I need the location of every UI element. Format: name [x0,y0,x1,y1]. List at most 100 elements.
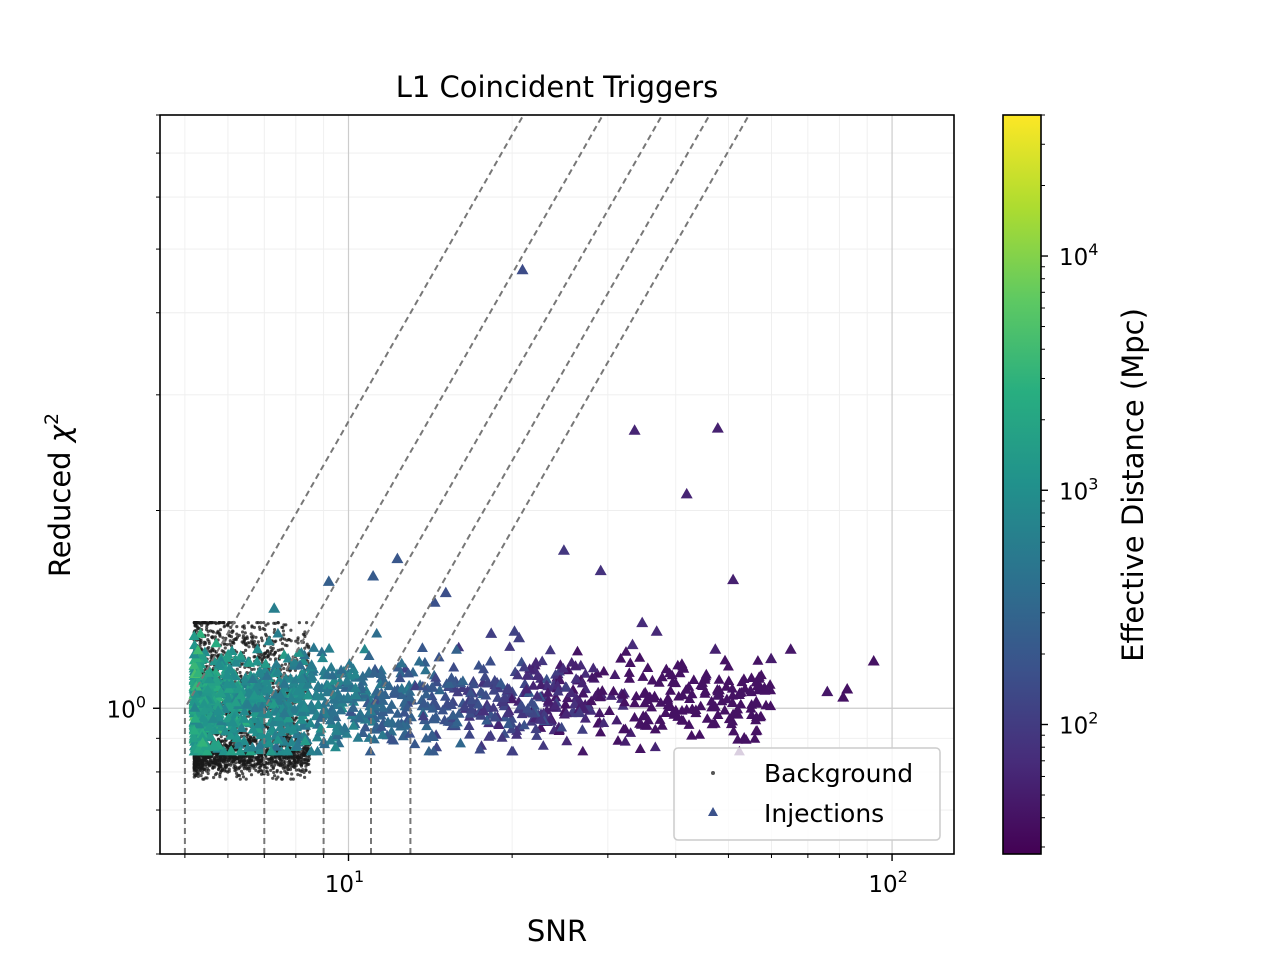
background-point [303,775,307,780]
injection-point [323,642,335,653]
injection-point [660,707,672,717]
background-point [247,755,251,759]
background-point [274,760,278,764]
injection-point [209,676,221,686]
background-point [200,766,204,770]
minor-grid [160,115,954,854]
injection-point [210,637,222,648]
injection-point [587,662,599,673]
background-point [216,631,220,635]
injection-point [738,732,750,742]
injection-point [619,696,631,707]
injection-point [502,707,514,718]
background-point [212,758,216,762]
injection-point [629,711,641,722]
injection-point [667,676,679,687]
injection-point [268,698,280,709]
injection-point [368,667,380,678]
injection-point [620,646,632,656]
injection-point [265,745,277,756]
injection-point [481,677,493,688]
background-point [270,764,274,768]
injection-point [441,698,453,708]
background-point [305,749,309,753]
injection-point [464,729,475,739]
background-point [248,759,252,764]
background-point [222,642,226,646]
injection-point [519,678,531,688]
injection-point [634,743,646,753]
injection-point [738,673,750,683]
injection-point [416,642,428,652]
background-point [248,766,252,771]
injection-point [188,696,200,706]
injection-point-outlier [516,263,529,275]
injection-point-outlier [837,691,850,702]
injection-point [637,671,649,681]
background-point [251,634,255,638]
colorbar-tick-label-exponent: 2 [1088,709,1098,728]
background-point [278,759,283,763]
background-point [210,621,214,625]
background-point [206,633,210,637]
injection-point [565,687,577,698]
injection-point [198,698,210,708]
injection-point [316,646,328,657]
background-point [276,621,280,625]
background-point [266,649,270,653]
injection-point [230,696,242,707]
background-point [259,636,264,640]
injection-point [569,698,580,709]
injection-point [465,687,477,698]
injection-point [192,644,204,655]
injection-point [662,692,674,703]
background-point [248,769,252,773]
background-point [198,644,202,648]
background-point [234,637,238,642]
background-point [271,685,275,689]
colorbar-tick-label: 104 [1059,240,1098,271]
background-point [273,774,277,778]
injection-point [544,713,556,724]
injection-point [557,662,569,673]
background-point [293,754,297,759]
background-point [273,628,277,632]
background-point [216,758,220,762]
injection-point [283,712,294,723]
background-point [242,765,246,769]
injection-point [667,706,679,717]
injection-point [333,690,345,701]
injection-point [751,725,763,735]
injection-point [739,683,751,693]
injection-point [352,732,364,742]
injection-point-outlier [711,422,724,433]
injection-point [308,642,320,652]
injection-point [541,673,553,684]
background-point [220,767,224,771]
injection-point [598,717,610,727]
injection-point-outlier [765,652,778,664]
injection-point [227,716,239,727]
background-point [254,635,258,639]
background-point [208,762,212,766]
background-point [234,771,239,776]
injection-point [306,701,317,711]
injection-point [417,710,429,721]
background-point [249,632,253,636]
injection-point [221,652,233,662]
injection-point [188,724,200,735]
background-point [241,630,245,634]
injection-point-outlier [573,706,586,718]
background-point [230,757,234,761]
injection-point [192,743,204,754]
background-point [258,761,262,765]
injection-point [484,655,496,666]
injection-point [764,679,776,689]
injection-point [305,745,317,756]
injection-point [225,745,237,755]
injection-point [272,711,284,721]
injection-point [287,723,298,734]
background-point [228,642,232,646]
background-point [282,623,286,627]
